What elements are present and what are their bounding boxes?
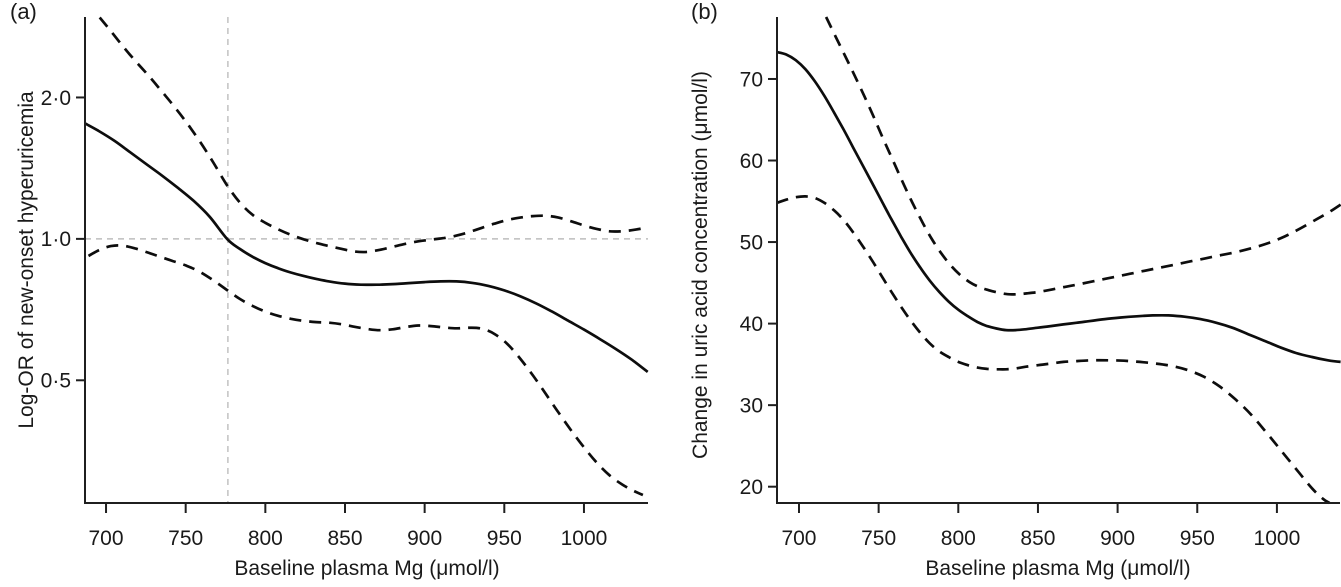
estimate-curve (84, 122, 649, 373)
x-tick-label: 900 (1100, 527, 1135, 550)
y-tick-label: 20 (740, 476, 763, 499)
x-tick-label: 800 (248, 527, 283, 550)
x-tick-label: 1000 (1254, 527, 1301, 550)
estimate-curve (776, 50, 1341, 364)
x-tick-label: 750 (168, 527, 203, 550)
panel-a-y-axis-title: Log-OR of new-onset hyperuricemia (15, 91, 38, 429)
y-tick-label: 1·0 (41, 228, 71, 251)
x-tick-label: 700 (781, 527, 816, 550)
x-tick-label: 950 (1180, 527, 1215, 550)
x-tick-label: 1000 (561, 527, 608, 550)
panel-a-x-axis-title: Baseline plasma Mg (μmol/l) (234, 557, 500, 580)
panel-a-label: (a) (10, 0, 37, 24)
y-tick-label: 40 (740, 313, 763, 336)
x-tick-label: 700 (89, 527, 124, 550)
lower-95ci-curve (776, 195, 1331, 505)
panel-b-y-axis-title: Change in uric acid concentration (μmol/… (689, 71, 712, 459)
y-tick-label: 30 (740, 394, 763, 417)
panel-a: 0·5 1·0 2·0 700 750 800 850 900 950 1000 (41, 16, 649, 550)
x-tick-label: 900 (407, 527, 442, 550)
y-tick-label: 0·5 (41, 370, 71, 393)
x-tick-label: 750 (861, 527, 896, 550)
y-tick-label: 60 (740, 150, 763, 173)
x-tick-label: 950 (487, 527, 522, 550)
y-tick-label: 2·0 (41, 87, 71, 110)
x-tick-label: 850 (327, 527, 362, 550)
y-tick-label: 70 (740, 68, 763, 91)
x-tick-label: 850 (1020, 527, 1055, 550)
y-tick-label: 50 (740, 231, 763, 254)
panel-b-label: (b) (691, 0, 718, 24)
panel-b-x-axis-title: Baseline plasma Mg (μmol/l) (925, 557, 1191, 580)
panel-b: 20 30 40 50 60 70 700 750 800 850 900 950 1000 (740, 16, 1341, 550)
upper-95ci-curve (98, 16, 648, 254)
lower-95ci-curve (87, 244, 644, 497)
upper-95ci-curve (824, 16, 1341, 296)
x-tick-label: 800 (941, 527, 976, 550)
